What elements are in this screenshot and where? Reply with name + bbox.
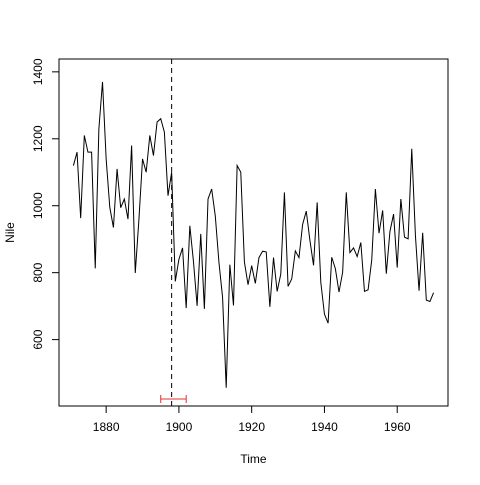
series-line	[72, 81, 435, 388]
y-tick-label: 600	[31, 329, 45, 349]
y-tick-label: 1000	[31, 192, 45, 219]
series-group	[72, 81, 435, 388]
x-tick-label: 1880	[93, 420, 120, 434]
y-tick-label: 1200	[31, 125, 45, 152]
x-axis: 1880 1900 1920 1940 1960	[93, 405, 411, 434]
x-tick-label: 1940	[311, 420, 338, 434]
x-axis-label: Time	[240, 452, 267, 466]
y-axis-label: Nile	[3, 222, 17, 243]
x-tick-label: 1960	[384, 420, 411, 434]
x-tick-label: 1920	[238, 420, 265, 434]
y-tick-label: 800	[31, 262, 45, 282]
y-axis: 600 800 1000 1200 1400	[31, 58, 60, 350]
x-tick-label: 1900	[166, 420, 193, 434]
y-tick-label: 1400	[31, 58, 45, 85]
annotations	[160, 59, 187, 406]
